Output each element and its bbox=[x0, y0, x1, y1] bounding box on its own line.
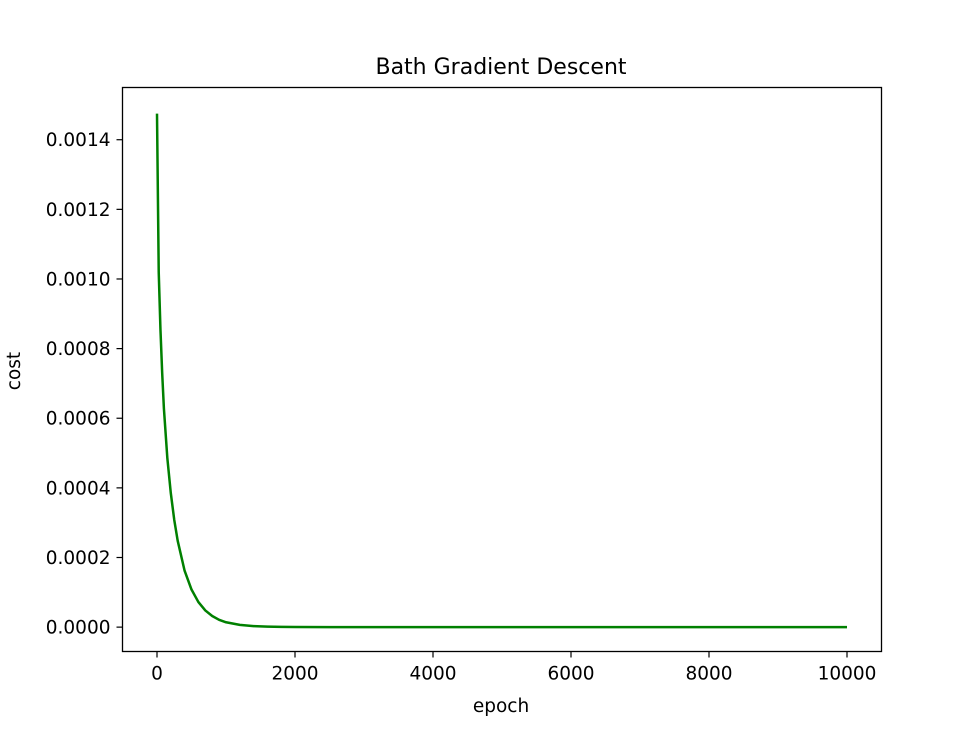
x-tick-label: 8000 bbox=[685, 664, 732, 685]
plot-area bbox=[155, 113, 847, 629]
y-axis: 0.0000 0.0002 0.0004 0.0006 0.0008 0.0010 0.00… bbox=[46, 130, 123, 639]
y-axis-title: cost bbox=[4, 352, 25, 390]
x-tick-label: 6000 bbox=[547, 664, 594, 685]
chart-title: Bath Gradient Descent bbox=[375, 55, 626, 80]
y-tick-label: 0.0008 bbox=[46, 339, 111, 360]
y-tick-label: 0.0006 bbox=[46, 409, 111, 430]
x-tick-label: 2000 bbox=[271, 664, 318, 685]
y-tick-label: 0.0012 bbox=[46, 200, 111, 221]
x-axis-title: epoch bbox=[473, 696, 529, 717]
x-tick-label: 10000 bbox=[818, 664, 877, 685]
y-tick-label: 0.0002 bbox=[46, 548, 111, 569]
y-tick-label: 0.0000 bbox=[46, 618, 111, 639]
y-tick-label: 0.0014 bbox=[46, 130, 111, 151]
x-tick-label: 4000 bbox=[409, 664, 456, 685]
y-tick-label: 0.0010 bbox=[46, 269, 111, 290]
plot-frame bbox=[121, 86, 883, 653]
y-tick-label: 0.0004 bbox=[46, 478, 111, 499]
series-line bbox=[155, 113, 847, 629]
x-axis: 0 2000 4000 6000 8000 10000 bbox=[151, 651, 877, 685]
x-tick-label: 0 bbox=[151, 664, 163, 685]
